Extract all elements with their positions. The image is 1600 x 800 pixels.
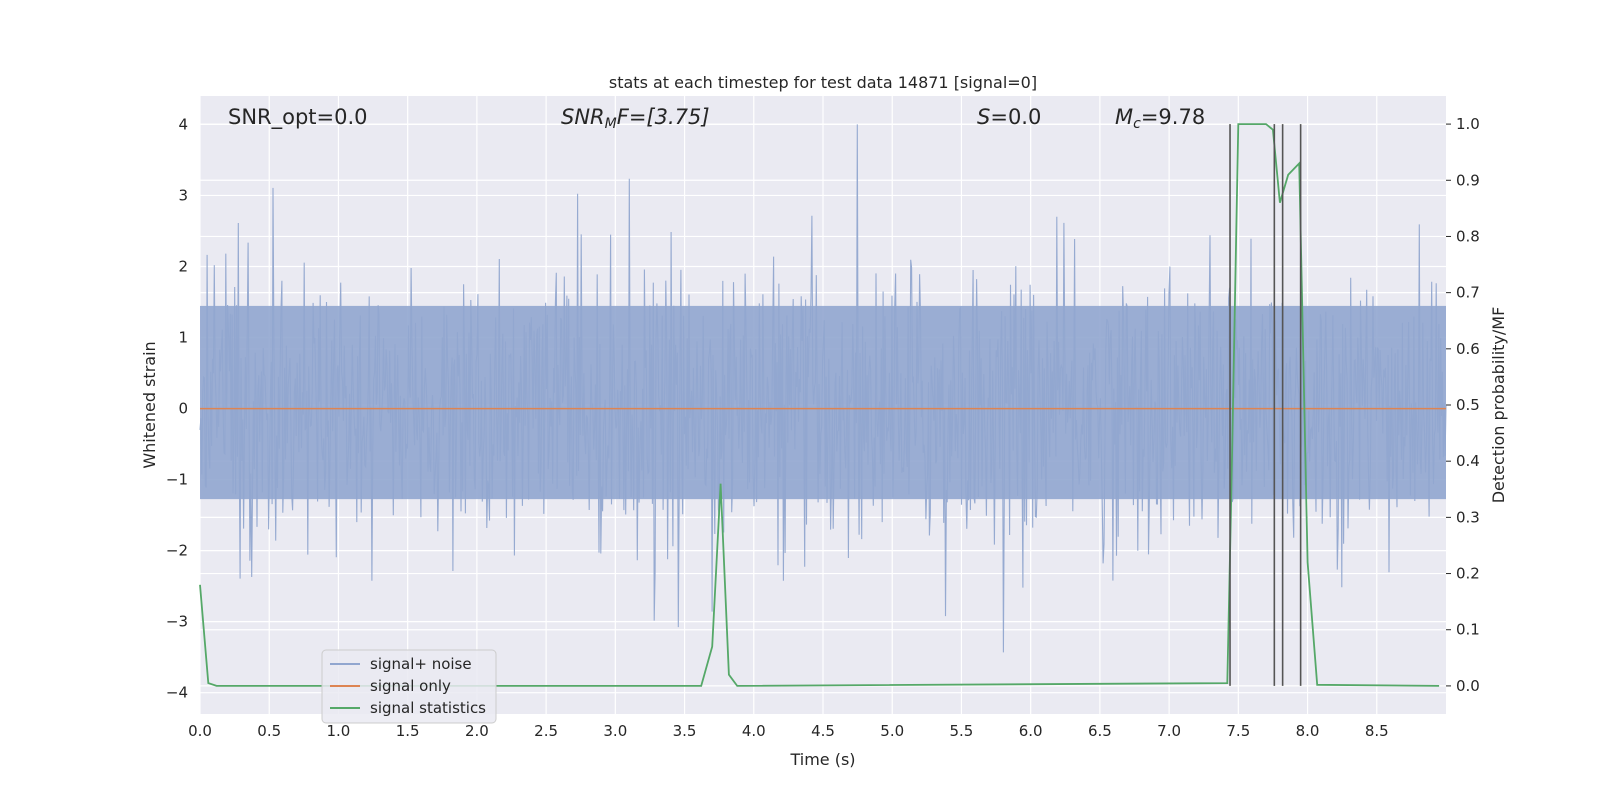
x-tick-label: 3.0	[603, 722, 627, 740]
x-tick-label: 8.5	[1365, 722, 1389, 740]
y-right-tick-label: 0.8	[1456, 227, 1480, 245]
x-tick-labels: 0.0 0.5 1.0 1.5 2.0 2.5 3.0 3.5 4.0 4.5 5.0 5.5 6.0 6…	[188, 722, 1389, 740]
x-tick-label: 7.0	[1157, 722, 1181, 740]
x-tick-label: 1.5	[396, 722, 420, 740]
legend-label-signal-only: signal only	[370, 677, 451, 695]
x-tick-label: 4.5	[811, 722, 835, 740]
x-tick-label: 4.0	[742, 722, 766, 740]
annotation-mc-sub: c	[1133, 116, 1141, 132]
annotation-snr-mf-sub: M	[605, 116, 617, 132]
x-tick-label: 3.5	[673, 722, 697, 740]
annotation-mc-rest: =9.78	[1141, 105, 1205, 129]
chart-title: stats at each timestep for test data 148…	[609, 73, 1037, 92]
annotation-snr-mf-rest: F=[3.75]	[617, 105, 710, 129]
x-tick-label: 1.0	[327, 722, 351, 740]
x-tick-label: 5.0	[880, 722, 904, 740]
annotation-s: S=0.0	[977, 105, 1041, 129]
y-right-tick-label: 0.1	[1456, 621, 1480, 639]
y-left-tick-label: 4	[178, 115, 188, 133]
annotation-snr-opt: SNR_opt=0.0	[228, 105, 368, 130]
x-tick-label: 5.5	[950, 722, 974, 740]
noise-series	[199, 124, 1447, 653]
legend: signal+ noise signal only signal statist…	[321, 649, 497, 724]
legend-label-signal-noise: signal+ noise	[370, 655, 472, 673]
signal-noise-core-band	[200, 305, 1446, 500]
annotation-mc-italic: M	[1115, 105, 1133, 129]
x-tick-label: 2.0	[465, 722, 489, 740]
y-left-tick-label: 1	[178, 329, 188, 347]
x-axis-label: Time (s)	[789, 750, 855, 769]
annotation-snr-mf-base: SNR	[561, 105, 605, 129]
annotation-s-rest: =0.0	[990, 105, 1041, 129]
y-right-tick-label: 0.6	[1456, 340, 1480, 358]
y-left-tick-label: 3	[178, 186, 188, 204]
x-tick-label: 7.5	[1226, 722, 1250, 740]
annotation-s-italic: S	[977, 105, 990, 129]
signal-statistics-line	[199, 123, 1440, 687]
legend-label-signal-statistics: signal statistics	[370, 699, 486, 717]
x-tick-label: 0.0	[188, 722, 212, 740]
y-left-tick-label: 0	[178, 400, 188, 418]
y-left-tick-label: −4	[166, 684, 188, 702]
y-right-tick-labels: 0.0 0.1 0.2 0.3 0.4 0.5 0.6 0.7 0.8 0.9 1.0	[1446, 115, 1480, 695]
y-right-tick-label: 0.2	[1456, 565, 1480, 583]
y-right-tick-label: 0.4	[1456, 452, 1480, 470]
y-left-tick-label: −1	[166, 471, 188, 489]
annotation-snr-mf: SNRMF=[3.75]	[561, 105, 710, 132]
y-left-tick-label: 2	[178, 257, 188, 275]
y-right-tick-label: 0.7	[1456, 284, 1480, 302]
vertical-markers	[1229, 124, 1302, 686]
y-left-tick-labels: −4 −3 −2 −1 0 1 2 3 4	[166, 115, 188, 701]
x-tick-label: 0.5	[257, 722, 281, 740]
y-left-axis-label: Whitened strain	[140, 341, 159, 468]
x-tick-label: 6.0	[1019, 722, 1043, 740]
series-lines	[199, 123, 1446, 687]
y-right-axis-label: Detection probability/MF	[1489, 307, 1508, 504]
legend-box	[321, 649, 497, 724]
x-tick-label: 6.5	[1088, 722, 1112, 740]
annotation-mc: Mc=9.78	[1115, 105, 1205, 132]
y-left-tick-label: −2	[166, 542, 188, 560]
x-tick-label: 2.5	[534, 722, 558, 740]
y-right-tick-label: 0.3	[1456, 508, 1480, 526]
y-right-tick-label: 0.0	[1456, 677, 1480, 695]
y-right-tick-label: 1.0	[1456, 115, 1480, 133]
y-right-tick-label: 0.5	[1456, 396, 1480, 414]
x-tick-label: 8.0	[1296, 722, 1320, 740]
y-left-tick-label: −3	[166, 613, 188, 631]
y-right-tick-label: 0.9	[1456, 171, 1480, 189]
